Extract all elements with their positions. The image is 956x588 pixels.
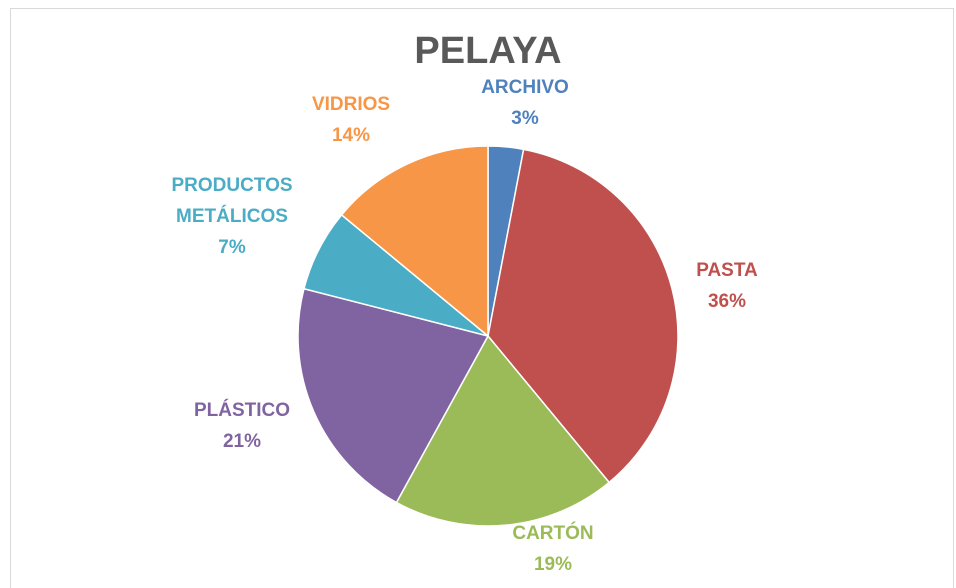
slice-label: ARCHIVO 3%	[440, 72, 610, 134]
slice-label: PLÁSTICO 21%	[157, 395, 327, 457]
value-label: 36%	[707, 291, 747, 312]
category-label: CARTÓN	[512, 523, 594, 544]
chart-frame	[10, 8, 954, 588]
slice-label: PASTA 36%	[642, 255, 812, 317]
value-label: 21%	[222, 431, 262, 452]
category-label: PLÁSTICO	[193, 400, 291, 421]
pie-slice	[395, 334, 611, 527]
value-label: 3%	[511, 108, 539, 129]
pie-slice	[487, 148, 679, 484]
category-label: VIDRIOS	[311, 94, 391, 115]
value-label: 19%	[533, 554, 573, 575]
category-label: PASTA	[696, 260, 758, 281]
pie-slice	[297, 287, 490, 504]
slice-label: CARTÓN 19%	[468, 518, 638, 580]
pie-slice	[340, 145, 489, 338]
value-label: 7%	[218, 237, 246, 258]
slice-label: VIDRIOS 14%	[266, 89, 436, 151]
category-label: PRODUCTOS METÁLICOS	[171, 175, 293, 227]
chart-title: PELAYA	[414, 30, 562, 72]
value-label: 14%	[331, 125, 371, 146]
category-label: ARCHIVO	[481, 77, 569, 98]
slice-label: PRODUCTOS METÁLICOS 7%	[147, 170, 317, 263]
